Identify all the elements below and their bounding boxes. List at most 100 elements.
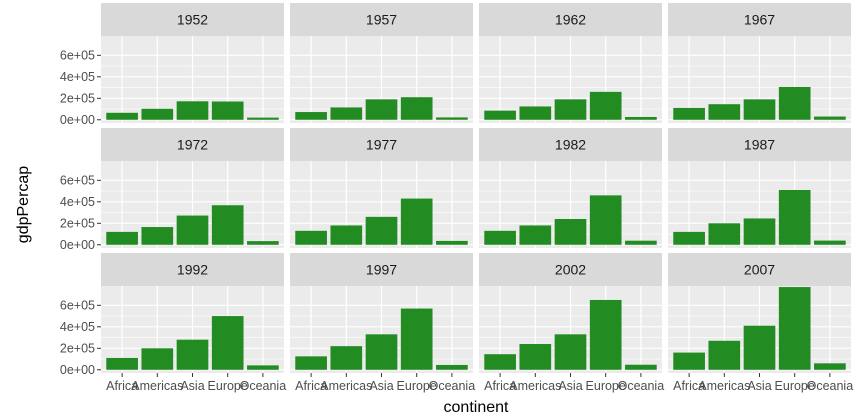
x-tick-label-Oceania: Oceania <box>240 379 287 393</box>
x-tick-label-Asia: Asia <box>558 379 582 393</box>
bar-1997-Americas <box>330 346 363 370</box>
bar-2007-Europe <box>778 287 811 370</box>
facet-strip-1972 <box>101 128 284 161</box>
x-tick-label-Oceania: Oceania <box>618 379 665 393</box>
facet-label-2002: 2002 <box>555 262 586 278</box>
x-tick-label-Europe: Europe <box>208 379 248 393</box>
bar-1982-Africa <box>484 230 516 245</box>
bar-1997-Europe <box>400 308 433 370</box>
y-tick-label: 2e+05 <box>60 341 95 355</box>
x-tick-label-Americas: Americas <box>698 379 750 393</box>
x-tick-label-Europe: Europe <box>775 379 815 393</box>
y-axis-title: gdpPercap <box>15 166 32 243</box>
bar-1962-Africa <box>484 110 516 120</box>
x-axis-title: continent <box>444 399 509 415</box>
x-tick-label-Asia: Asia <box>369 379 393 393</box>
facet-strip-1962 <box>479 3 662 36</box>
bar-1982-Europe <box>589 195 622 245</box>
bar-1952-Africa <box>106 112 138 120</box>
x-tick-label-Europe: Europe <box>397 379 437 393</box>
y-tick-label: 0e+00 <box>60 363 95 377</box>
x-tick-label-Americas: Americas <box>131 379 183 393</box>
facet-label-1962: 1962 <box>555 12 586 28</box>
facet-label-2007: 2007 <box>744 262 775 278</box>
bar-1962-Oceania <box>625 116 657 120</box>
bar-1977-Asia <box>365 216 398 245</box>
bar-1967-Africa <box>673 107 705 120</box>
bar-2002-Asia <box>554 334 587 370</box>
facet-label-1972: 1972 <box>177 137 208 153</box>
bar-1987-Africa <box>673 231 705 245</box>
bar-1977-Europe <box>400 198 433 245</box>
x-tick-label-Asia: Asia <box>747 379 771 393</box>
facet-label-1992: 1992 <box>177 262 208 278</box>
x-tick-label-Americas: Americas <box>509 379 561 393</box>
bar-1952-Americas <box>141 108 174 120</box>
bar-1987-Europe <box>778 190 811 245</box>
bar-1962-Asia <box>554 99 587 120</box>
x-tick-label-Oceania: Oceania <box>807 379 854 393</box>
bar-2007-Oceania <box>814 363 846 370</box>
bar-1977-Oceania <box>436 240 468 245</box>
facet-label-1997: 1997 <box>366 262 397 278</box>
bar-2002-Europe <box>589 299 622 370</box>
bar-1992-Africa <box>106 357 138 370</box>
y-tick-label: 6e+05 <box>60 173 95 187</box>
bar-1972-Oceania <box>247 241 279 245</box>
facet-strip-1967 <box>668 3 851 36</box>
x-tick-label-Europe: Europe <box>586 379 626 393</box>
bar-1972-Asia <box>176 215 209 245</box>
bar-1967-Americas <box>708 104 741 120</box>
bar-1972-Americas <box>141 227 174 245</box>
bar-1957-Americas <box>330 107 363 120</box>
bar-1987-Oceania <box>814 240 846 245</box>
bar-1982-Americas <box>519 225 552 245</box>
y-tick-label: 4e+05 <box>60 320 95 334</box>
bar-1952-Europe <box>211 101 244 120</box>
bar-1957-Asia <box>365 99 398 120</box>
bar-2007-Asia <box>743 325 776 370</box>
y-tick-label: 6e+05 <box>60 48 95 62</box>
y-tick-label: 2e+05 <box>60 91 95 105</box>
bar-1957-Europe <box>400 97 433 120</box>
bar-1962-Europe <box>589 91 622 120</box>
facet-strip-1952 <box>101 3 284 36</box>
bar-1997-Africa <box>295 356 327 370</box>
y-tick-label: 2e+05 <box>60 216 95 230</box>
bar-1992-Asia <box>176 339 209 370</box>
bar-1967-Europe <box>778 87 811 120</box>
bar-1962-Americas <box>519 106 552 120</box>
bar-1952-Oceania <box>247 117 279 120</box>
facet-label-1967: 1967 <box>744 12 775 28</box>
facet-strip-1997 <box>290 253 473 286</box>
bar-1957-Oceania <box>436 117 468 120</box>
bar-2002-Americas <box>519 344 552 370</box>
x-tick-label-Americas: Americas <box>320 379 372 393</box>
facet-strip-2007 <box>668 253 851 286</box>
x-tick-label-Asia: Asia <box>180 379 204 393</box>
bar-1972-Africa <box>106 231 138 245</box>
facet-strip-1982 <box>479 128 662 161</box>
y-tick-label: 6e+05 <box>60 298 95 312</box>
bar-2007-Africa <box>673 352 705 370</box>
bar-1967-Oceania <box>814 116 846 120</box>
x-tick-label-Oceania: Oceania <box>429 379 476 393</box>
bar-1972-Europe <box>211 205 244 245</box>
bar-1977-Americas <box>330 225 363 245</box>
facet-label-1977: 1977 <box>366 137 397 153</box>
facet-strip-1992 <box>101 253 284 286</box>
y-tick-label: 4e+05 <box>60 195 95 209</box>
bar-1982-Asia <box>554 219 587 245</box>
bar-2002-Africa <box>484 354 516 370</box>
bar-2002-Oceania <box>625 364 657 370</box>
bar-1967-Asia <box>743 99 776 120</box>
y-tick-label: 0e+00 <box>60 113 95 127</box>
x-tick-label-Africa: Africa <box>295 379 327 393</box>
x-tick-label-Africa: Africa <box>484 379 516 393</box>
facet-strip-1977 <box>290 128 473 161</box>
x-tick-label-Africa: Africa <box>673 379 705 393</box>
bar-1982-Oceania <box>625 240 657 245</box>
x-tick-label-Africa: Africa <box>106 379 138 393</box>
y-tick-label: 4e+05 <box>60 70 95 84</box>
facet-strip-1957 <box>290 3 473 36</box>
